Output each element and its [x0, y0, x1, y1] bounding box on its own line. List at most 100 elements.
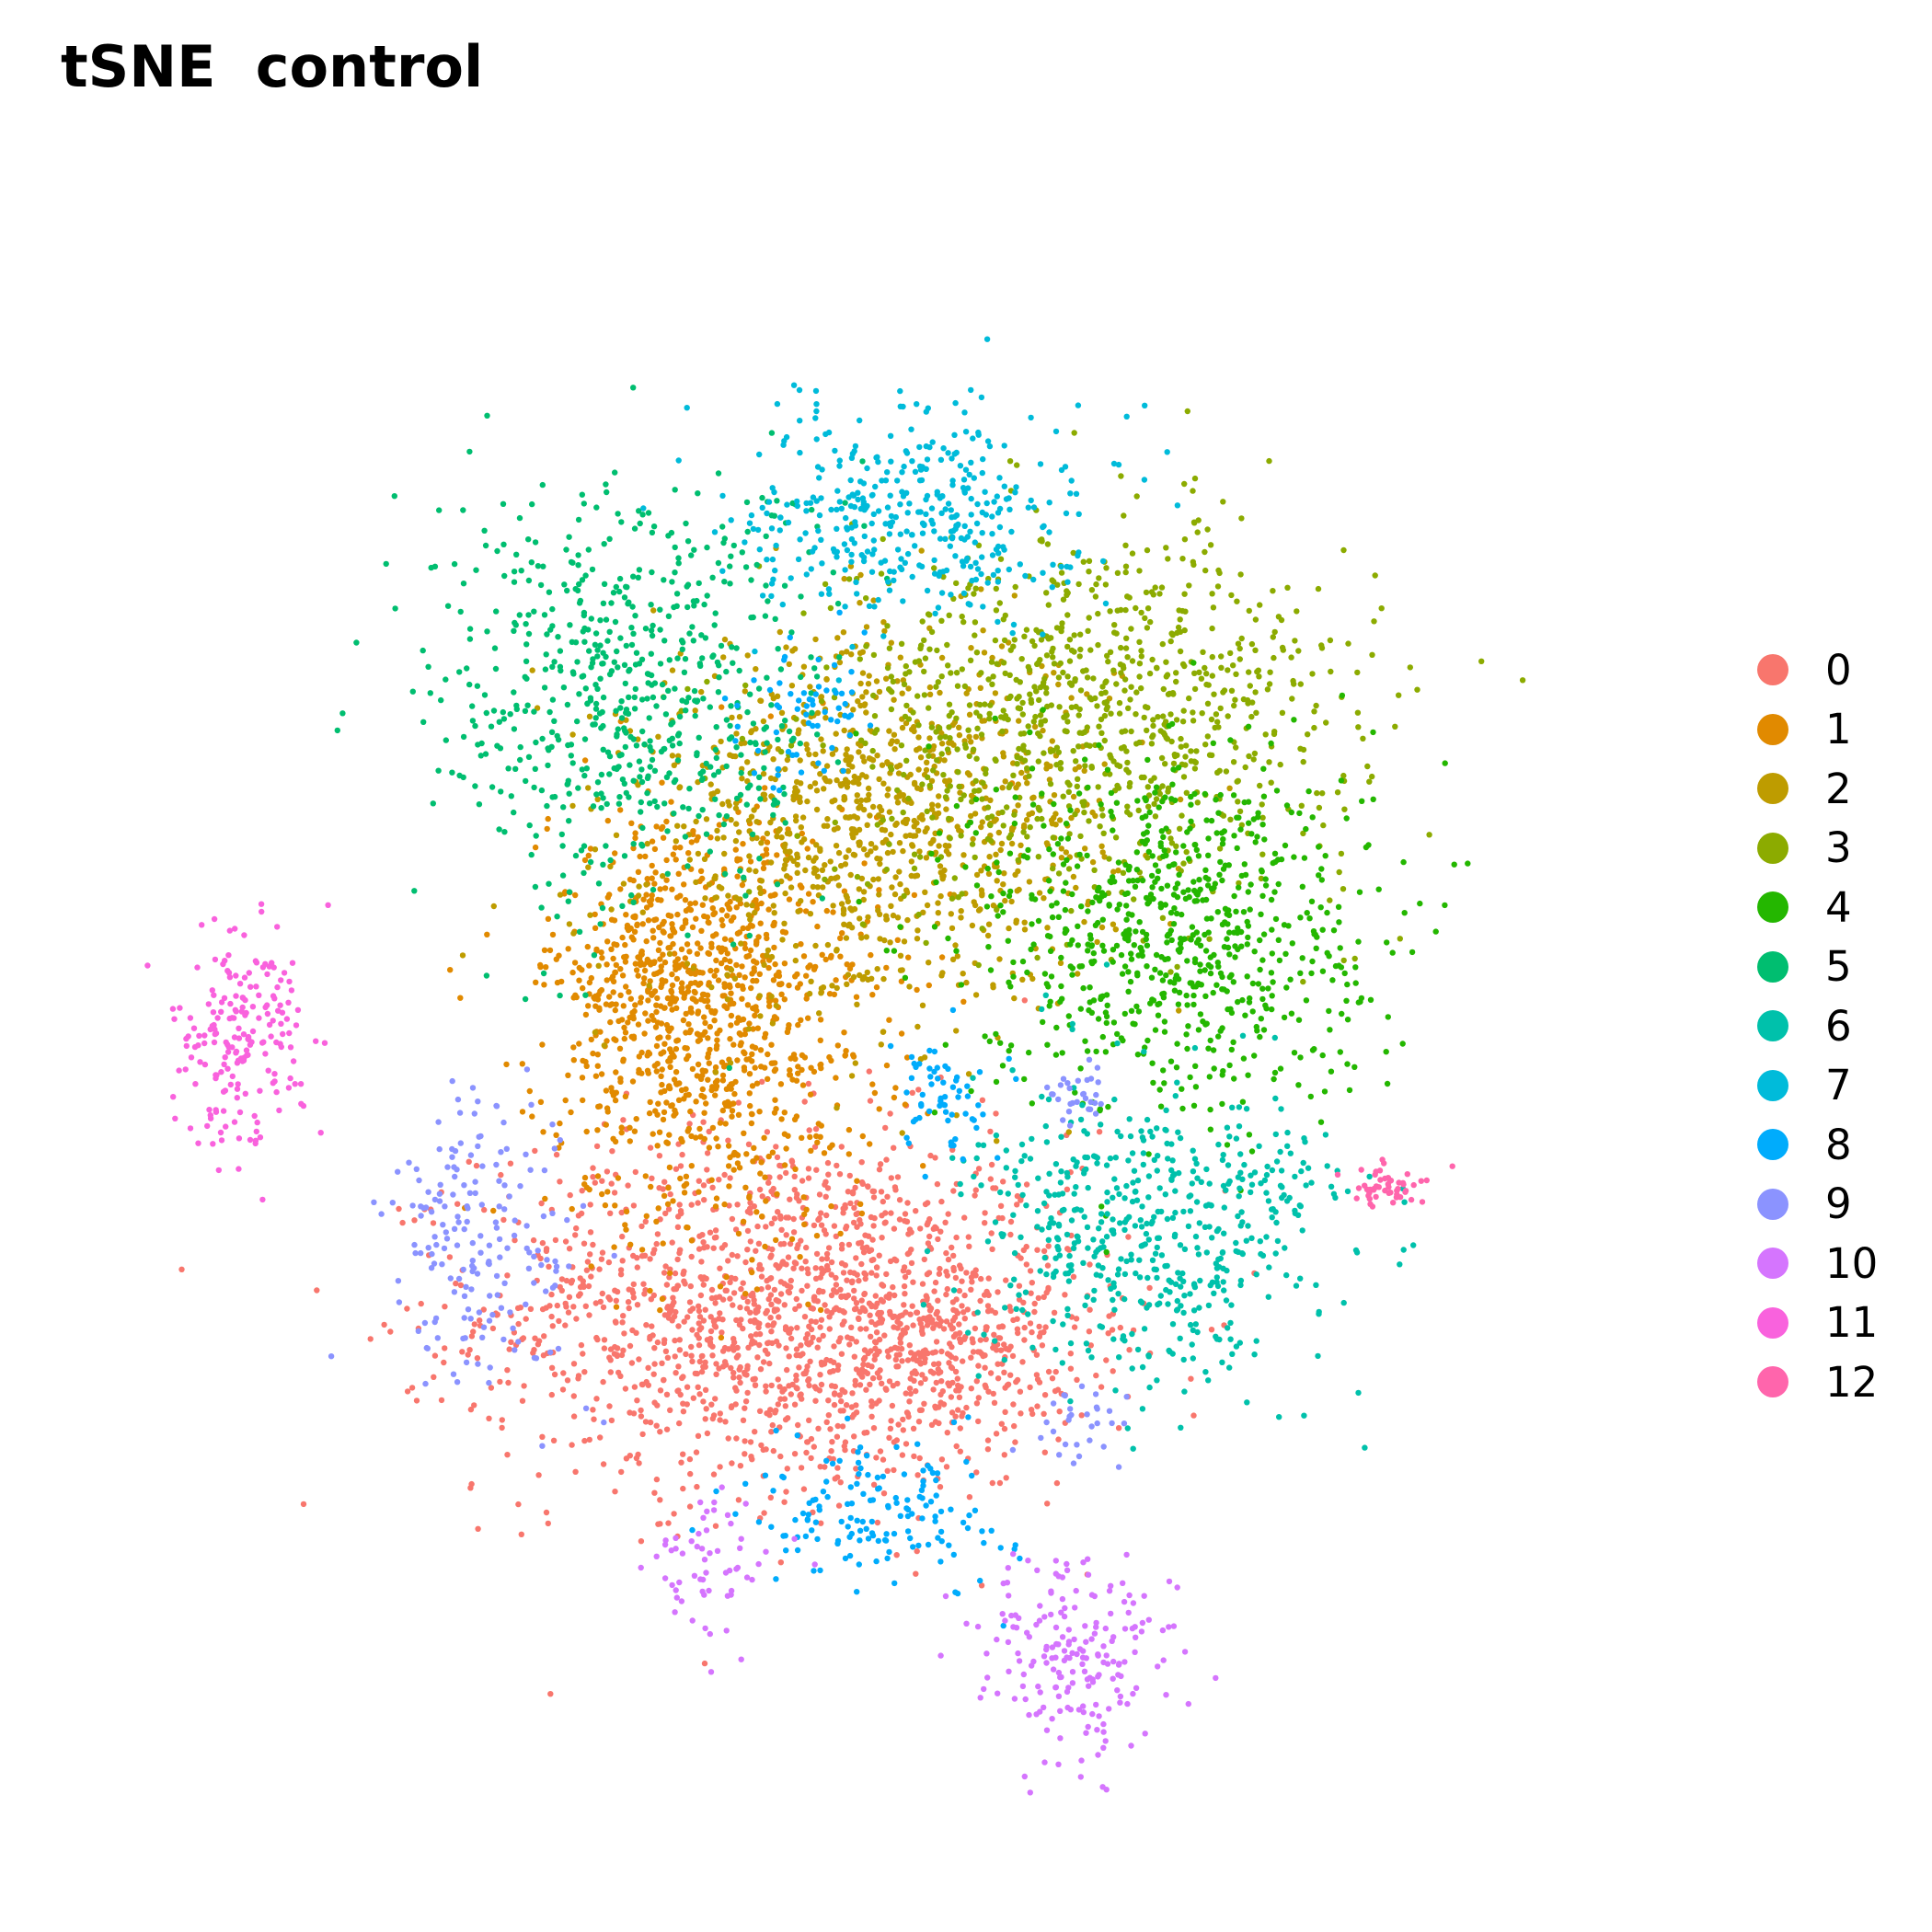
point-cluster-3 — [1095, 784, 1101, 790]
point-cluster-2 — [886, 809, 893, 815]
point-cluster-0 — [952, 1355, 960, 1362]
point-cluster-0 — [923, 1293, 929, 1299]
point-cluster-1 — [707, 834, 714, 841]
point-cluster-0 — [508, 1339, 514, 1346]
point-cluster-3 — [1354, 709, 1362, 716]
point-cluster-2 — [775, 828, 782, 834]
point-cluster-3 — [1193, 748, 1200, 754]
point-cluster-1 — [667, 1001, 673, 1007]
point-cluster-4 — [1246, 820, 1252, 826]
point-cluster-3 — [1118, 473, 1124, 479]
point-cluster-1 — [603, 1087, 610, 1094]
point-cluster-3 — [1292, 638, 1298, 644]
point-cluster-2 — [849, 831, 856, 837]
point-cluster-0 — [696, 1341, 703, 1349]
point-cluster-2 — [849, 764, 856, 770]
point-cluster-1 — [610, 955, 616, 962]
point-cluster-0 — [677, 1391, 684, 1398]
point-cluster-1 — [658, 897, 664, 903]
point-cluster-3 — [1110, 758, 1117, 765]
point-cluster-0 — [601, 1345, 608, 1351]
point-cluster-0 — [955, 1382, 961, 1389]
point-cluster-3 — [1407, 664, 1414, 671]
point-cluster-1 — [708, 940, 715, 947]
point-cluster-2 — [1101, 854, 1108, 860]
point-cluster-2 — [804, 798, 811, 805]
point-cluster-1 — [630, 1014, 637, 1020]
point-cluster-2 — [797, 794, 803, 800]
point-cluster-3 — [958, 833, 964, 839]
point-cluster-1 — [603, 1121, 609, 1128]
point-cluster-2 — [960, 852, 967, 858]
point-cluster-0 — [950, 1267, 958, 1274]
point-cluster-2 — [899, 724, 906, 731]
point-cluster-1 — [753, 1080, 761, 1087]
point-cluster-0 — [707, 1335, 714, 1342]
point-cluster-3 — [947, 735, 953, 742]
point-cluster-0 — [747, 1238, 753, 1245]
point-cluster-2 — [797, 799, 803, 805]
point-cluster-2 — [1176, 1007, 1182, 1014]
point-cluster-3 — [1066, 658, 1074, 664]
point-cluster-0 — [825, 1171, 832, 1178]
point-cluster-2 — [958, 914, 964, 921]
point-cluster-2 — [798, 824, 804, 831]
point-cluster-2 — [736, 714, 743, 720]
point-cluster-3 — [1233, 744, 1239, 751]
point-cluster-2 — [972, 902, 979, 909]
point-cluster-0 — [686, 1299, 694, 1305]
point-cluster-0 — [1056, 1409, 1063, 1415]
point-cluster-1 — [781, 996, 788, 1003]
point-cluster-3 — [1002, 670, 1008, 677]
point-cluster-0 — [752, 1382, 759, 1388]
point-cluster-3 — [989, 681, 995, 687]
point-cluster-0 — [651, 1489, 658, 1496]
point-cluster-1 — [740, 1218, 747, 1225]
point-cluster-0 — [730, 1336, 737, 1342]
point-cluster-0 — [597, 1434, 604, 1441]
point-cluster-0 — [665, 1206, 673, 1213]
point-cluster-1 — [598, 949, 604, 956]
point-cluster-0 — [917, 1225, 924, 1232]
point-cluster-2 — [915, 734, 922, 741]
point-cluster-0 — [707, 1328, 715, 1335]
point-cluster-1 — [718, 960, 725, 967]
point-cluster-3 — [1135, 807, 1142, 814]
point-cluster-0 — [931, 1361, 937, 1368]
point-cluster-3 — [1199, 710, 1205, 717]
point-cluster-0 — [839, 1241, 845, 1248]
point-cluster-1 — [635, 972, 641, 979]
point-cluster-0 — [856, 1277, 862, 1284]
point-cluster-0 — [1021, 997, 1029, 1004]
point-cluster-0 — [949, 1409, 956, 1416]
point-cluster-0 — [950, 1306, 957, 1314]
point-cluster-0 — [686, 1455, 694, 1463]
point-cluster-3 — [1144, 625, 1151, 631]
point-cluster-2 — [698, 688, 705, 696]
point-cluster-2 — [712, 875, 719, 882]
point-cluster-0 — [756, 1186, 764, 1193]
point-cluster-0 — [893, 1351, 900, 1359]
point-cluster-0 — [680, 1409, 687, 1415]
point-cluster-0 — [891, 1466, 897, 1474]
point-cluster-0 — [845, 1292, 852, 1299]
point-cluster-3 — [953, 580, 960, 587]
point-cluster-2 — [721, 636, 729, 643]
point-cluster-0 — [1003, 1475, 1009, 1481]
point-cluster-0 — [802, 1259, 809, 1265]
point-cluster-2 — [850, 973, 857, 981]
point-cluster-2 — [949, 956, 957, 963]
point-cluster-1 — [749, 923, 755, 929]
point-cluster-0 — [785, 1415, 791, 1421]
point-cluster-1 — [765, 1075, 771, 1083]
point-cluster-2 — [822, 775, 828, 781]
point-cluster-0 — [575, 1293, 582, 1299]
point-cluster-4 — [1139, 877, 1146, 884]
point-cluster-2 — [834, 776, 840, 784]
point-cluster-0 — [700, 1317, 707, 1324]
point-cluster-2 — [938, 741, 946, 747]
point-cluster-1 — [664, 1201, 672, 1208]
point-cluster-2 — [921, 1054, 928, 1061]
point-cluster-2 — [943, 806, 949, 812]
point-cluster-1 — [732, 846, 739, 853]
